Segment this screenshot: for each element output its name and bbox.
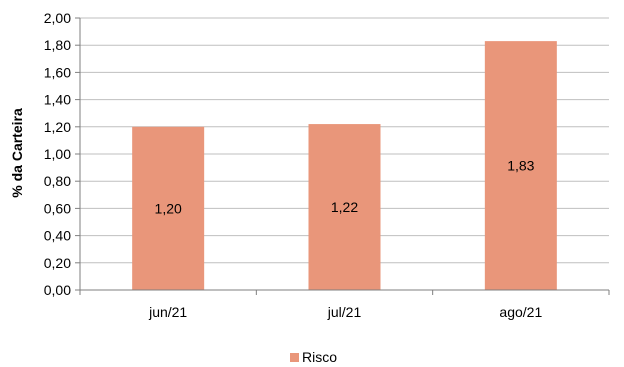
data-label: 1,22 xyxy=(331,199,358,215)
x-tick-label: ago/21 xyxy=(499,304,542,320)
y-tick-label: 0,80 xyxy=(44,173,71,189)
y-tick-label: 1,00 xyxy=(44,146,71,162)
y-tick-label: 0,40 xyxy=(44,228,71,244)
x-tick-label: jul/21 xyxy=(327,304,362,320)
bar xyxy=(308,124,381,290)
y-tick-label: 0,60 xyxy=(44,200,71,216)
legend-label: Risco xyxy=(302,349,337,365)
y-tick-label: 1,60 xyxy=(44,64,71,80)
y-tick-label: 2,00 xyxy=(44,10,71,26)
x-tick-label: jun/21 xyxy=(148,304,187,320)
legend: Risco xyxy=(290,349,337,365)
y-tick-label: 1,40 xyxy=(44,92,71,108)
y-tick-label: 0,00 xyxy=(44,282,71,298)
data-labels: 1,20 1,22 1,83 xyxy=(155,158,535,217)
data-label: 1,20 xyxy=(155,200,182,216)
data-label: 1,83 xyxy=(507,158,534,174)
bar xyxy=(132,126,205,290)
legend-swatch xyxy=(290,353,299,362)
bars xyxy=(132,41,557,291)
y-tick-label: 0,20 xyxy=(44,255,71,271)
y-axis-title: % da Carteira xyxy=(9,108,25,198)
y-tick-labels: 0,00 0,20 0,40 0,60 0,80 1,00 1,20 1,40 1,60 1,80… xyxy=(44,10,80,298)
y-tick-label: 1,80 xyxy=(44,37,71,53)
x-tick-labels: jun/21 jul/21 ago/21 xyxy=(79,290,610,320)
y-tick-label: 1,20 xyxy=(44,119,71,135)
bar xyxy=(484,41,557,291)
